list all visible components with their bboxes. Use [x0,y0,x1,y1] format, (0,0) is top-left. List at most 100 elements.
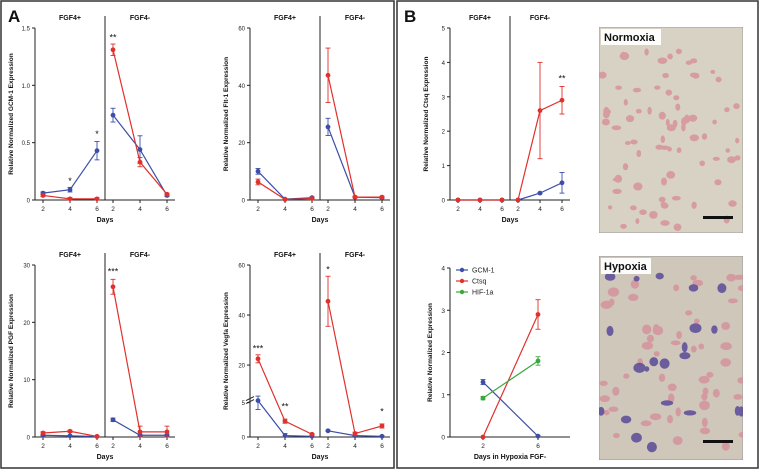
cell [689,323,702,333]
cell [653,324,660,333]
group-label: FGF4+ [59,252,81,259]
cell [738,431,743,438]
cell [673,95,680,101]
cell [646,334,654,343]
chart-vegfa: 0 5 20 40 60 2 4 6 2 4 6 Days FGF4+ FGF4- Relative Nor… [223,252,390,461]
x-tick-label: 6 [165,206,169,213]
cell [662,72,669,79]
cell [647,106,652,115]
group-label: FGF4- [345,252,366,259]
cell [667,383,677,392]
x-tick-label: 2 [41,443,45,450]
cell [675,48,682,55]
x-tick-label: 4 [538,206,542,213]
cell [658,111,666,120]
cell [601,118,610,126]
x-tick-label: 4 [138,443,142,450]
significance-label: *** [253,343,264,353]
panel-b-frame [396,0,759,469]
y-tick-label: 5 [242,401,246,407]
cell [599,395,610,403]
cell [717,283,727,294]
data-point [67,428,73,434]
data-point [94,196,100,202]
cell [733,103,740,110]
y-tick-label: 30 [23,264,30,270]
series-line [327,301,383,435]
cell [711,325,718,334]
data-point [309,196,315,201]
cell [665,89,672,96]
data-point [40,430,46,436]
cell [657,57,668,64]
y-axis-label: Relative Normalized GCM-1 Expression [8,53,15,174]
x-axis-label: Days [312,454,329,461]
normoxia-micrograph: Normoxia [599,27,743,233]
x-tick-label: 6 [95,443,99,450]
data-point [255,356,261,362]
data-point [559,97,565,103]
data-point [164,429,170,435]
y-tick-label: 40 [238,84,245,90]
cell [666,124,676,132]
significance-label: * [68,176,72,186]
cell [622,163,629,171]
significance-label: * [95,129,99,139]
cell [727,298,738,304]
cell [688,284,699,292]
cell [628,293,639,301]
y-tick-label: 10 [23,378,30,384]
data-point [137,147,143,152]
cell [675,103,681,111]
x-tick-label: 6 [95,206,99,213]
cell [644,366,650,372]
y-tick-label: 60 [238,27,245,33]
normoxia-label: Normoxia [604,32,656,44]
series-line [327,75,382,198]
chart-pgf: 0 10 20 30 2 4 6 2 4 6 Days FGF4+ FGF4- Relative Norm… [8,252,175,461]
group-label: FGF4+ [274,252,296,259]
cell [633,182,643,191]
data-point [67,196,73,202]
cell [699,160,705,167]
cell [607,205,613,210]
charts-layer: 0 0.5 1.0 1.5 2 4 6 2 4 6 Days FGF4+ FGF4- Relative N… [8,15,570,461]
x-tick-label: 6 [560,206,564,213]
x-axis-label: Days [97,454,114,461]
cell [665,118,670,127]
cell [660,202,668,207]
cell [614,174,623,183]
cell [712,388,720,398]
data-point [352,431,358,436]
cell [624,141,631,145]
x-tick-label: 4 [478,206,482,213]
y-tick-label: 4 [441,266,445,273]
y-tick-label: 5 [442,27,446,33]
data-point [379,194,385,200]
scale-bar [703,216,733,219]
x-tick-label: 2 [41,206,45,213]
data-point [137,429,143,435]
cell [658,196,666,203]
cell [599,406,605,416]
y-tick-label: 1.0 [22,84,31,90]
data-point [110,47,116,53]
x-axis-label: Days [97,217,114,224]
hypoxia-micrograph: Hypoxia [599,256,743,460]
data-point [282,197,288,202]
cell [642,324,652,335]
cell [698,375,710,384]
significance-label: *** [108,267,119,277]
data-point [535,358,541,364]
significance-label: ** [281,401,289,411]
axis-break [245,396,255,405]
y-tick-label: 0 [441,435,445,442]
group-label: FGF4- [530,15,551,22]
cell [689,72,698,78]
legend-entry: HIF-1a [472,290,494,297]
cell [691,201,697,209]
y-axis-label: Relative Normalized Vegfa Expression [223,292,230,410]
cell [694,318,700,324]
x-tick-label: 6 [310,206,314,213]
data-point [325,72,331,78]
